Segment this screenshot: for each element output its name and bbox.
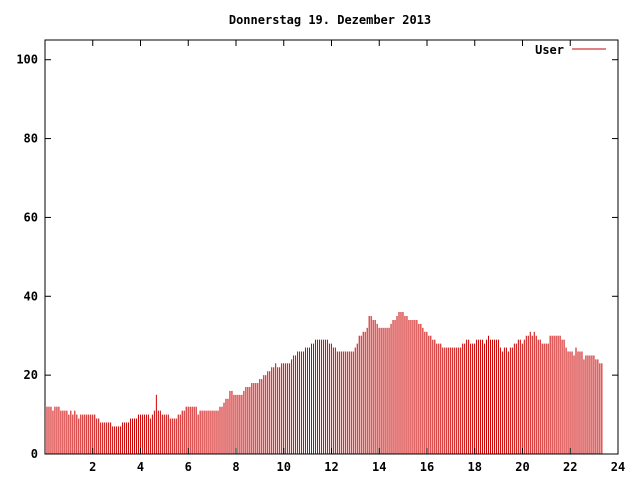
y-tick-label: 100 [16,53,38,67]
x-tick-label: 18 [468,460,482,474]
x-tick-label: 6 [185,460,192,474]
x-tick-label: 22 [563,460,577,474]
x-tick-label: 16 [420,460,434,474]
y-tick-label: 80 [24,132,38,146]
bars [44,312,603,454]
x-tick-label: 8 [232,460,239,474]
y-tick-label: 20 [24,368,38,382]
x-tick-label: 4 [137,460,144,474]
x-tick-label: 24 [611,460,625,474]
x-tick-label: 10 [277,460,291,474]
legend-label: User [535,43,564,57]
x-tick-label: 2 [89,460,96,474]
x-tick-label: 20 [515,460,529,474]
x-tick-label: 14 [372,460,386,474]
y-tick-label: 60 [24,210,38,224]
chart-title: Donnerstag 19. Dezember 2013 [229,13,431,27]
y-tick-label: 40 [24,289,38,303]
y-tick-label: 0 [31,447,38,461]
legend: User [535,43,606,57]
x-tick-label: 12 [324,460,338,474]
y-axis-ticks: 0 20 40 60 80 100 [16,53,618,461]
x-axis-ticks: 2 4 6 8 10 12 14 16 18 20 22 24 [89,40,625,474]
